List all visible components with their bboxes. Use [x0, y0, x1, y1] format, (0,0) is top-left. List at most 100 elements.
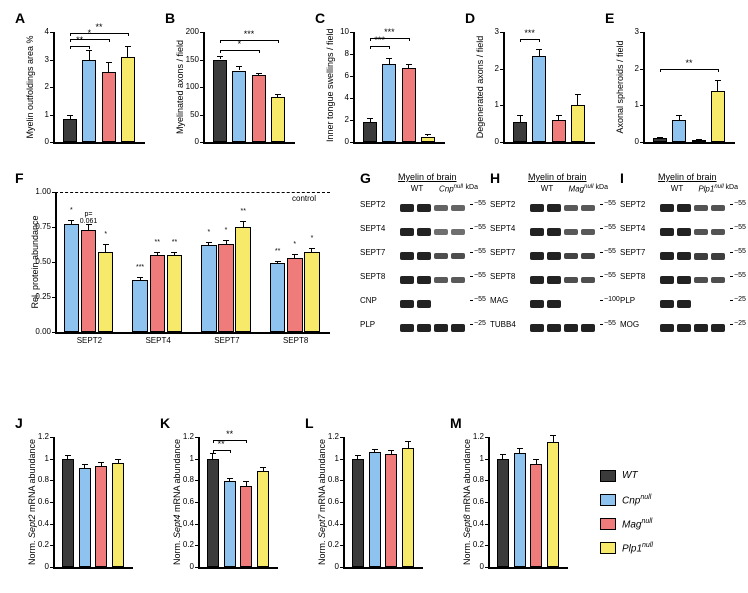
ytick-label: 0 — [615, 137, 639, 146]
blot-col: Magnull — [564, 184, 598, 194]
bar-Cnp — [532, 56, 546, 142]
errcap — [372, 449, 378, 450]
sig-label: *** — [234, 29, 264, 39]
blot-band — [547, 228, 561, 236]
errcap — [696, 139, 702, 140]
blot-band — [677, 324, 691, 332]
ytick-mark — [340, 524, 343, 525]
sig-bracket — [660, 69, 718, 70]
blot-col: WT — [402, 184, 432, 193]
blot-row-label: SEPT4 — [360, 224, 385, 233]
blot-band — [547, 204, 561, 212]
sig-tick — [230, 450, 231, 453]
ytick-mark — [485, 480, 488, 481]
ytick-mark — [195, 545, 198, 546]
mw-label: −55 — [734, 248, 746, 255]
bar-Plp1 — [271, 97, 285, 142]
blot-title: Myelin of brain — [658, 172, 717, 182]
ytick-label: 0.6 — [460, 497, 484, 506]
sig-tick — [718, 69, 719, 72]
errcap — [106, 62, 112, 63]
mw-tick — [730, 276, 733, 277]
bar-Cnp — [79, 468, 91, 567]
blot-band — [564, 277, 578, 283]
errcap — [243, 481, 249, 482]
sig-label: ** — [674, 58, 704, 68]
panel-E: EAxonal spheroids / field0123** — [605, 10, 745, 160]
bar-WT — [497, 459, 509, 567]
errcap — [171, 252, 177, 253]
blot-band — [547, 276, 561, 284]
x-axis — [53, 142, 145, 144]
mw-label: −55 — [604, 320, 616, 327]
mw-label: −55 — [474, 224, 486, 231]
mw-tick — [470, 276, 473, 277]
x-axis — [353, 142, 445, 144]
sig-label: *** — [374, 27, 404, 37]
panel-C: CInner tongue swellings / field0246810**… — [315, 10, 455, 160]
legend-label: Cnpnull — [622, 494, 651, 506]
x-axis — [203, 142, 295, 144]
sig-label: *** — [129, 264, 150, 271]
bar-Mag — [530, 464, 542, 567]
ytick-label: 0.75 — [25, 222, 51, 231]
errbar — [127, 46, 128, 57]
blot-band — [400, 228, 414, 236]
errcap — [367, 118, 373, 119]
bar-Cnp — [270, 263, 285, 332]
ytick-label: 0.4 — [315, 519, 339, 528]
ytick-mark — [500, 105, 503, 106]
errcap — [517, 448, 523, 449]
x-axis — [343, 567, 423, 569]
ytick-mark — [195, 437, 198, 438]
errcap — [206, 242, 212, 243]
ytick-label: 2 — [25, 82, 49, 91]
errcap — [260, 467, 266, 468]
ytick-mark — [50, 32, 53, 33]
blot-row-label: SEPT2 — [490, 200, 515, 209]
ytick-mark — [50, 60, 53, 61]
blot-band — [660, 252, 674, 260]
bar-Cnp — [201, 245, 216, 332]
sig-label: ** — [267, 248, 288, 255]
bar-Mag — [692, 140, 706, 142]
legend-label: Plp1null — [622, 542, 653, 554]
blot-band — [564, 229, 578, 235]
ylabel: Degenerated axons / field — [475, 32, 485, 142]
blot-band — [694, 324, 708, 332]
errbar — [105, 244, 106, 252]
ytick-mark — [200, 32, 203, 33]
blot-row-label: SEPT4 — [620, 224, 645, 233]
blot-row-label: CNP — [360, 296, 377, 305]
blot-band — [581, 277, 595, 283]
panel-label: D — [465, 10, 475, 26]
ytick-label: 0.6 — [170, 497, 194, 506]
blot-row-label: SEPT4 — [490, 224, 515, 233]
blot-band — [564, 205, 578, 211]
blot-band — [434, 229, 448, 234]
sig-tick — [109, 39, 110, 42]
bar-Mag — [218, 244, 233, 332]
bar-Plp1 — [402, 448, 414, 567]
blot-band — [417, 276, 431, 284]
sig-tick — [259, 50, 260, 53]
errcap — [240, 221, 246, 222]
ytick-mark — [350, 120, 353, 121]
bar-WT — [207, 459, 219, 567]
ytick-label: 0 — [315, 562, 339, 571]
sig-label: * — [215, 227, 236, 234]
y-axis — [198, 437, 200, 567]
ytick-mark — [50, 567, 53, 568]
panel-A: AMyelin outfoldings area %01234***** — [15, 10, 155, 160]
ytick-mark — [52, 227, 55, 228]
blot-title: Myelin of brain — [528, 172, 587, 182]
ytick-label: 0.2 — [170, 540, 194, 549]
sig-bracket — [213, 440, 247, 441]
bar-Plp1 — [167, 255, 182, 332]
blot-band — [451, 229, 465, 234]
blot-band — [400, 324, 414, 332]
blot-band — [677, 204, 691, 212]
panel-label: G — [360, 170, 371, 186]
mw-label: −55 — [474, 200, 486, 207]
kda-label: kDa — [596, 184, 608, 191]
